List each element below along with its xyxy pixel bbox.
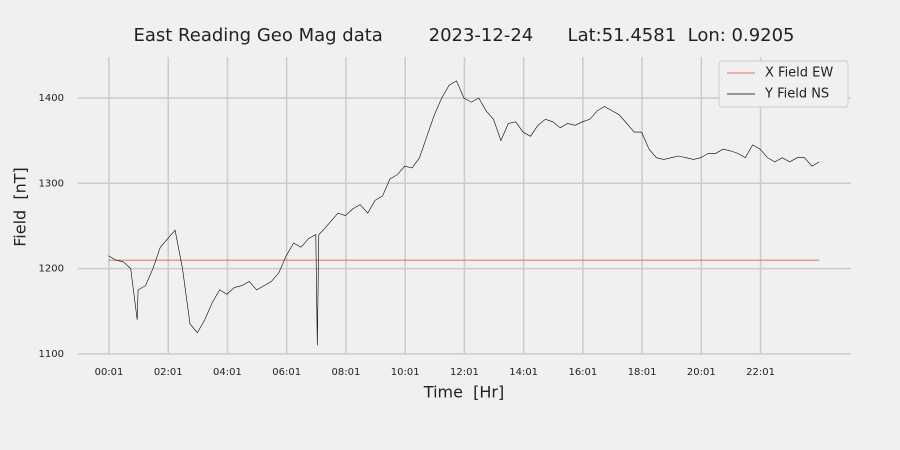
legend-box <box>718 60 849 108</box>
x-tick-label: 14:01 <box>509 367 538 378</box>
chart-title: East Reading Geo Mag data 2023-12-24 Lat… <box>133 25 794 46</box>
y-tick-label: 1200 <box>39 264 64 275</box>
x-tick-label: 12:01 <box>450 367 479 378</box>
x-tick-label: 22:01 <box>746 367 775 378</box>
x-tick-label: 00:01 <box>95 367 124 378</box>
y-tick-label: 1300 <box>39 178 64 189</box>
y-axis-label: Field [nT] <box>11 167 30 247</box>
x-tick-label: 02:01 <box>154 367 183 378</box>
x-tick-label: 08:01 <box>332 367 361 378</box>
x-tick-label: 06:01 <box>272 367 301 378</box>
x-tick-label: 04:01 <box>213 367 242 378</box>
x-tick-label: 20:01 <box>687 367 716 378</box>
legend-label: X Field EW <box>765 66 833 81</box>
x-tick-label: 16:01 <box>568 367 597 378</box>
y-tick-label: 1100 <box>39 349 64 360</box>
data-line <box>108 80 820 346</box>
x-tick-label: 10:01 <box>391 367 420 378</box>
x-tick-label: 18:01 <box>628 367 657 378</box>
y-tick-label: 1400 <box>39 93 64 104</box>
x-axis-label: Time [Hr] <box>423 383 504 402</box>
legend-label: Y Field NS <box>764 87 829 102</box>
